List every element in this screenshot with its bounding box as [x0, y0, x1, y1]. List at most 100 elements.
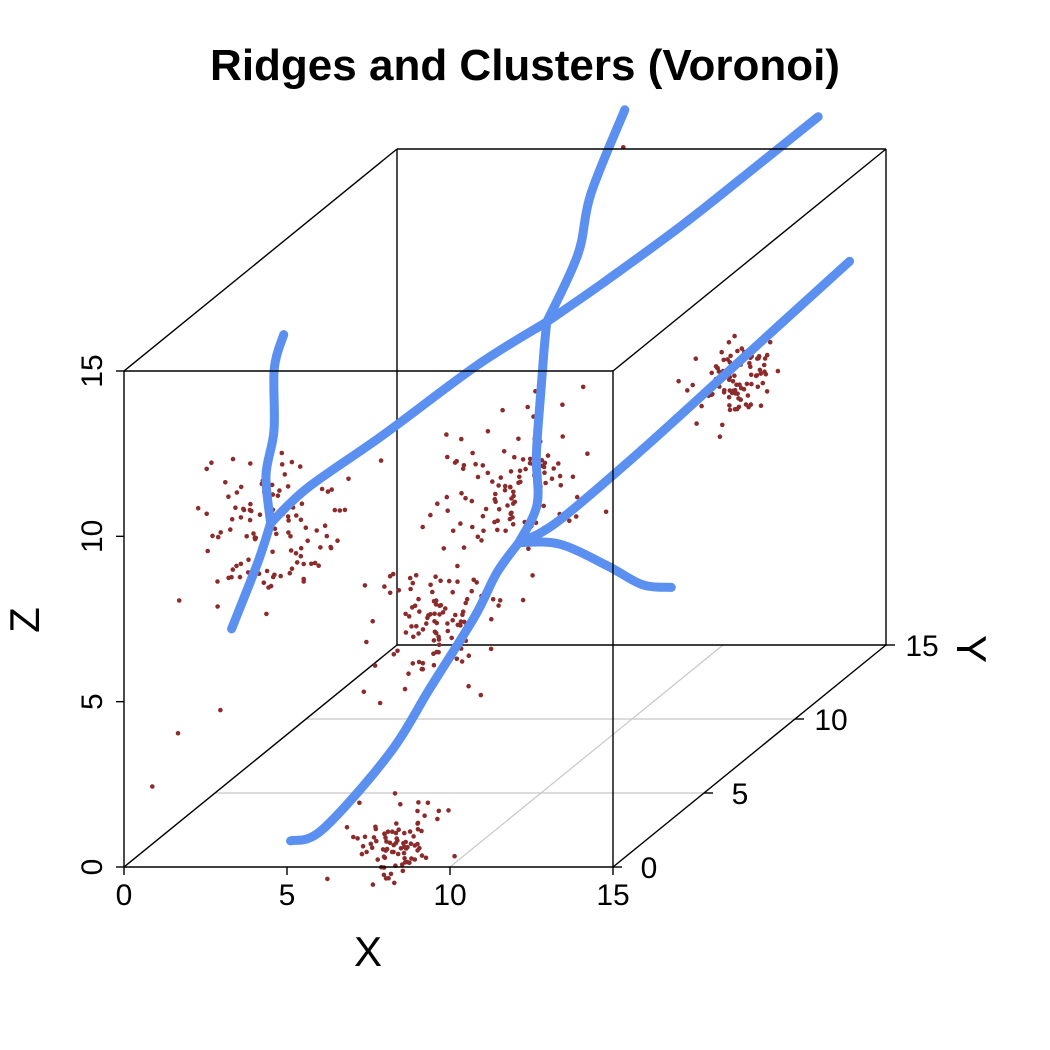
- z-tick-label: 15: [76, 354, 109, 387]
- data-point: [450, 589, 456, 595]
- data-point: [375, 857, 381, 862]
- data-point: [744, 381, 750, 387]
- data-point: [424, 621, 429, 626]
- data-point: [238, 561, 244, 567]
- data-point: [410, 580, 416, 586]
- data-point: [420, 660, 426, 666]
- data-point: [492, 519, 497, 525]
- data-point: [400, 868, 406, 874]
- data-point: [286, 530, 291, 535]
- data-point: [455, 563, 460, 569]
- data-point: [215, 604, 220, 609]
- data-point: [277, 488, 282, 493]
- data-point: [195, 505, 201, 511]
- data-point: [715, 365, 720, 371]
- data-point: [416, 800, 421, 805]
- data-point: [299, 501, 305, 507]
- box-edge-top-left: [123, 148, 398, 372]
- data-point: [478, 692, 484, 698]
- data-point: [449, 635, 455, 641]
- data-point: [322, 523, 328, 528]
- data-point: [748, 372, 754, 378]
- data-point: [557, 473, 563, 479]
- data-point: [745, 393, 751, 398]
- data-point: [414, 623, 419, 629]
- data-point: [324, 533, 330, 539]
- data-point: [247, 517, 253, 523]
- data-point: [556, 461, 561, 466]
- data-point: [298, 553, 304, 559]
- data-point: [446, 578, 452, 584]
- data-point: [527, 456, 533, 462]
- data-point: [415, 841, 420, 847]
- data-point: [479, 538, 484, 543]
- data-point: [416, 631, 421, 636]
- data-point: [362, 834, 368, 840]
- data-point: [425, 800, 431, 806]
- data-point: [542, 470, 547, 476]
- data-point: [287, 570, 293, 576]
- data-point: [459, 436, 464, 442]
- data-point: [676, 378, 681, 384]
- data-point: [756, 355, 761, 361]
- data-point: [415, 821, 420, 826]
- data-point: [305, 538, 311, 544]
- data-point: [383, 835, 388, 841]
- data-point: [246, 557, 251, 562]
- data-point: [719, 349, 724, 355]
- data-point: [458, 521, 463, 526]
- data-point: [395, 851, 401, 857]
- data-point: [241, 507, 247, 513]
- x-tick-label: 10: [433, 879, 466, 912]
- data-point: [252, 536, 258, 542]
- data-points-layer: [150, 145, 781, 887]
- data-point: [428, 512, 433, 518]
- ridge-line-1: [286, 538, 524, 846]
- data-point: [279, 450, 285, 456]
- data-point: [303, 525, 309, 530]
- data-point: [264, 611, 269, 617]
- data-point: [496, 483, 501, 488]
- data-point: [368, 841, 374, 847]
- data-point: [298, 545, 304, 551]
- data-point: [312, 560, 318, 566]
- data-point: [748, 364, 753, 370]
- data-point: [380, 847, 386, 852]
- ridge-line-8: [514, 256, 855, 547]
- data-point: [520, 597, 526, 603]
- ridge-line-2: [514, 317, 552, 547]
- data-point: [332, 507, 338, 513]
- data-point: [775, 368, 781, 374]
- data-point: [461, 463, 467, 468]
- data-point: [699, 403, 704, 409]
- data-point: [441, 546, 447, 551]
- data-point: [551, 466, 556, 471]
- box-edge-floor-right: [612, 644, 887, 868]
- data-point: [411, 834, 416, 839]
- data-point: [393, 830, 399, 836]
- data-point: [387, 840, 393, 846]
- data-point: [370, 619, 376, 624]
- data-point: [422, 813, 427, 818]
- data-point: [297, 464, 303, 469]
- data-point: [285, 514, 291, 519]
- data-point: [433, 574, 438, 579]
- chart-title: Ridges and Clusters (Voronoi): [210, 41, 840, 90]
- data-point: [391, 849, 396, 855]
- data-point: [226, 494, 231, 500]
- data-point: [516, 436, 521, 442]
- data-point: [286, 518, 291, 523]
- data-point: [573, 514, 579, 519]
- data-point: [430, 589, 435, 595]
- data-point: [471, 577, 477, 583]
- data-point: [382, 584, 387, 589]
- data-point: [294, 560, 300, 565]
- data-point: [316, 563, 322, 568]
- data-point: [289, 459, 295, 465]
- data-point: [475, 534, 481, 540]
- data-point: [762, 356, 768, 361]
- data-point: [570, 474, 576, 480]
- data-point: [500, 407, 505, 413]
- data-point: [301, 576, 307, 582]
- data-point: [444, 494, 450, 500]
